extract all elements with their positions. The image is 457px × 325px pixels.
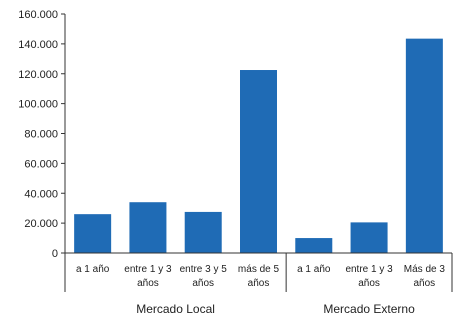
y-tick-label: 60.000 (24, 158, 58, 170)
y-axis-ticks: 0 20.000 40.000 60.000 80.000 100.000 120.000 1… (18, 9, 65, 260)
y-tick-label: 140.000 (18, 39, 58, 51)
y-tick-label: 20.000 (24, 218, 58, 230)
category-label-line: a 1 año (76, 264, 110, 275)
category-label: entre 1 y 3 años (124, 264, 172, 289)
category-label-line: Más de 3 (404, 264, 446, 275)
bar (129, 202, 167, 253)
y-tick-label: 0 (52, 248, 58, 260)
category-label: entre 3 y 5 años (180, 264, 228, 289)
category-label-line: entre 1 y 3 (124, 264, 172, 275)
y-tick-label: 100.000 (18, 99, 58, 111)
category-label-line: a 1 año (297, 264, 331, 275)
group-label: Mercado Local (136, 302, 215, 316)
category-label-line: entre 3 y 5 (180, 264, 228, 275)
y-tick-label: 80.000 (24, 129, 58, 141)
bar (350, 222, 388, 253)
category-label-line: años (358, 278, 380, 289)
group-labels: Mercado Local Mercado Externo (136, 302, 415, 316)
category-label-line: años (414, 278, 436, 289)
axes (64, 14, 453, 292)
category-label: a 1 año (76, 264, 110, 275)
bar (405, 38, 443, 253)
bar (74, 214, 112, 253)
category-label: Más de 3 años (404, 264, 446, 289)
category-label-line: entre 1 y 3 (345, 264, 393, 275)
y-tick-label: 40.000 (24, 188, 58, 200)
category-label-line: años (137, 278, 159, 289)
category-label-line: años (248, 278, 270, 289)
group-label: Mercado Externo (323, 302, 415, 316)
category-label: más de 5 años (238, 264, 280, 289)
y-tick-label: 160.000 (18, 9, 58, 21)
category-label: a 1 año (297, 264, 331, 275)
category-label: entre 1 y 3 años (345, 264, 393, 289)
bar (240, 70, 277, 253)
category-label-line: más de 5 (238, 264, 280, 275)
bars (74, 38, 443, 253)
category-label-line: años (192, 278, 214, 289)
y-tick-label: 120.000 (18, 69, 58, 81)
bar (295, 238, 333, 253)
bar (184, 211, 222, 253)
